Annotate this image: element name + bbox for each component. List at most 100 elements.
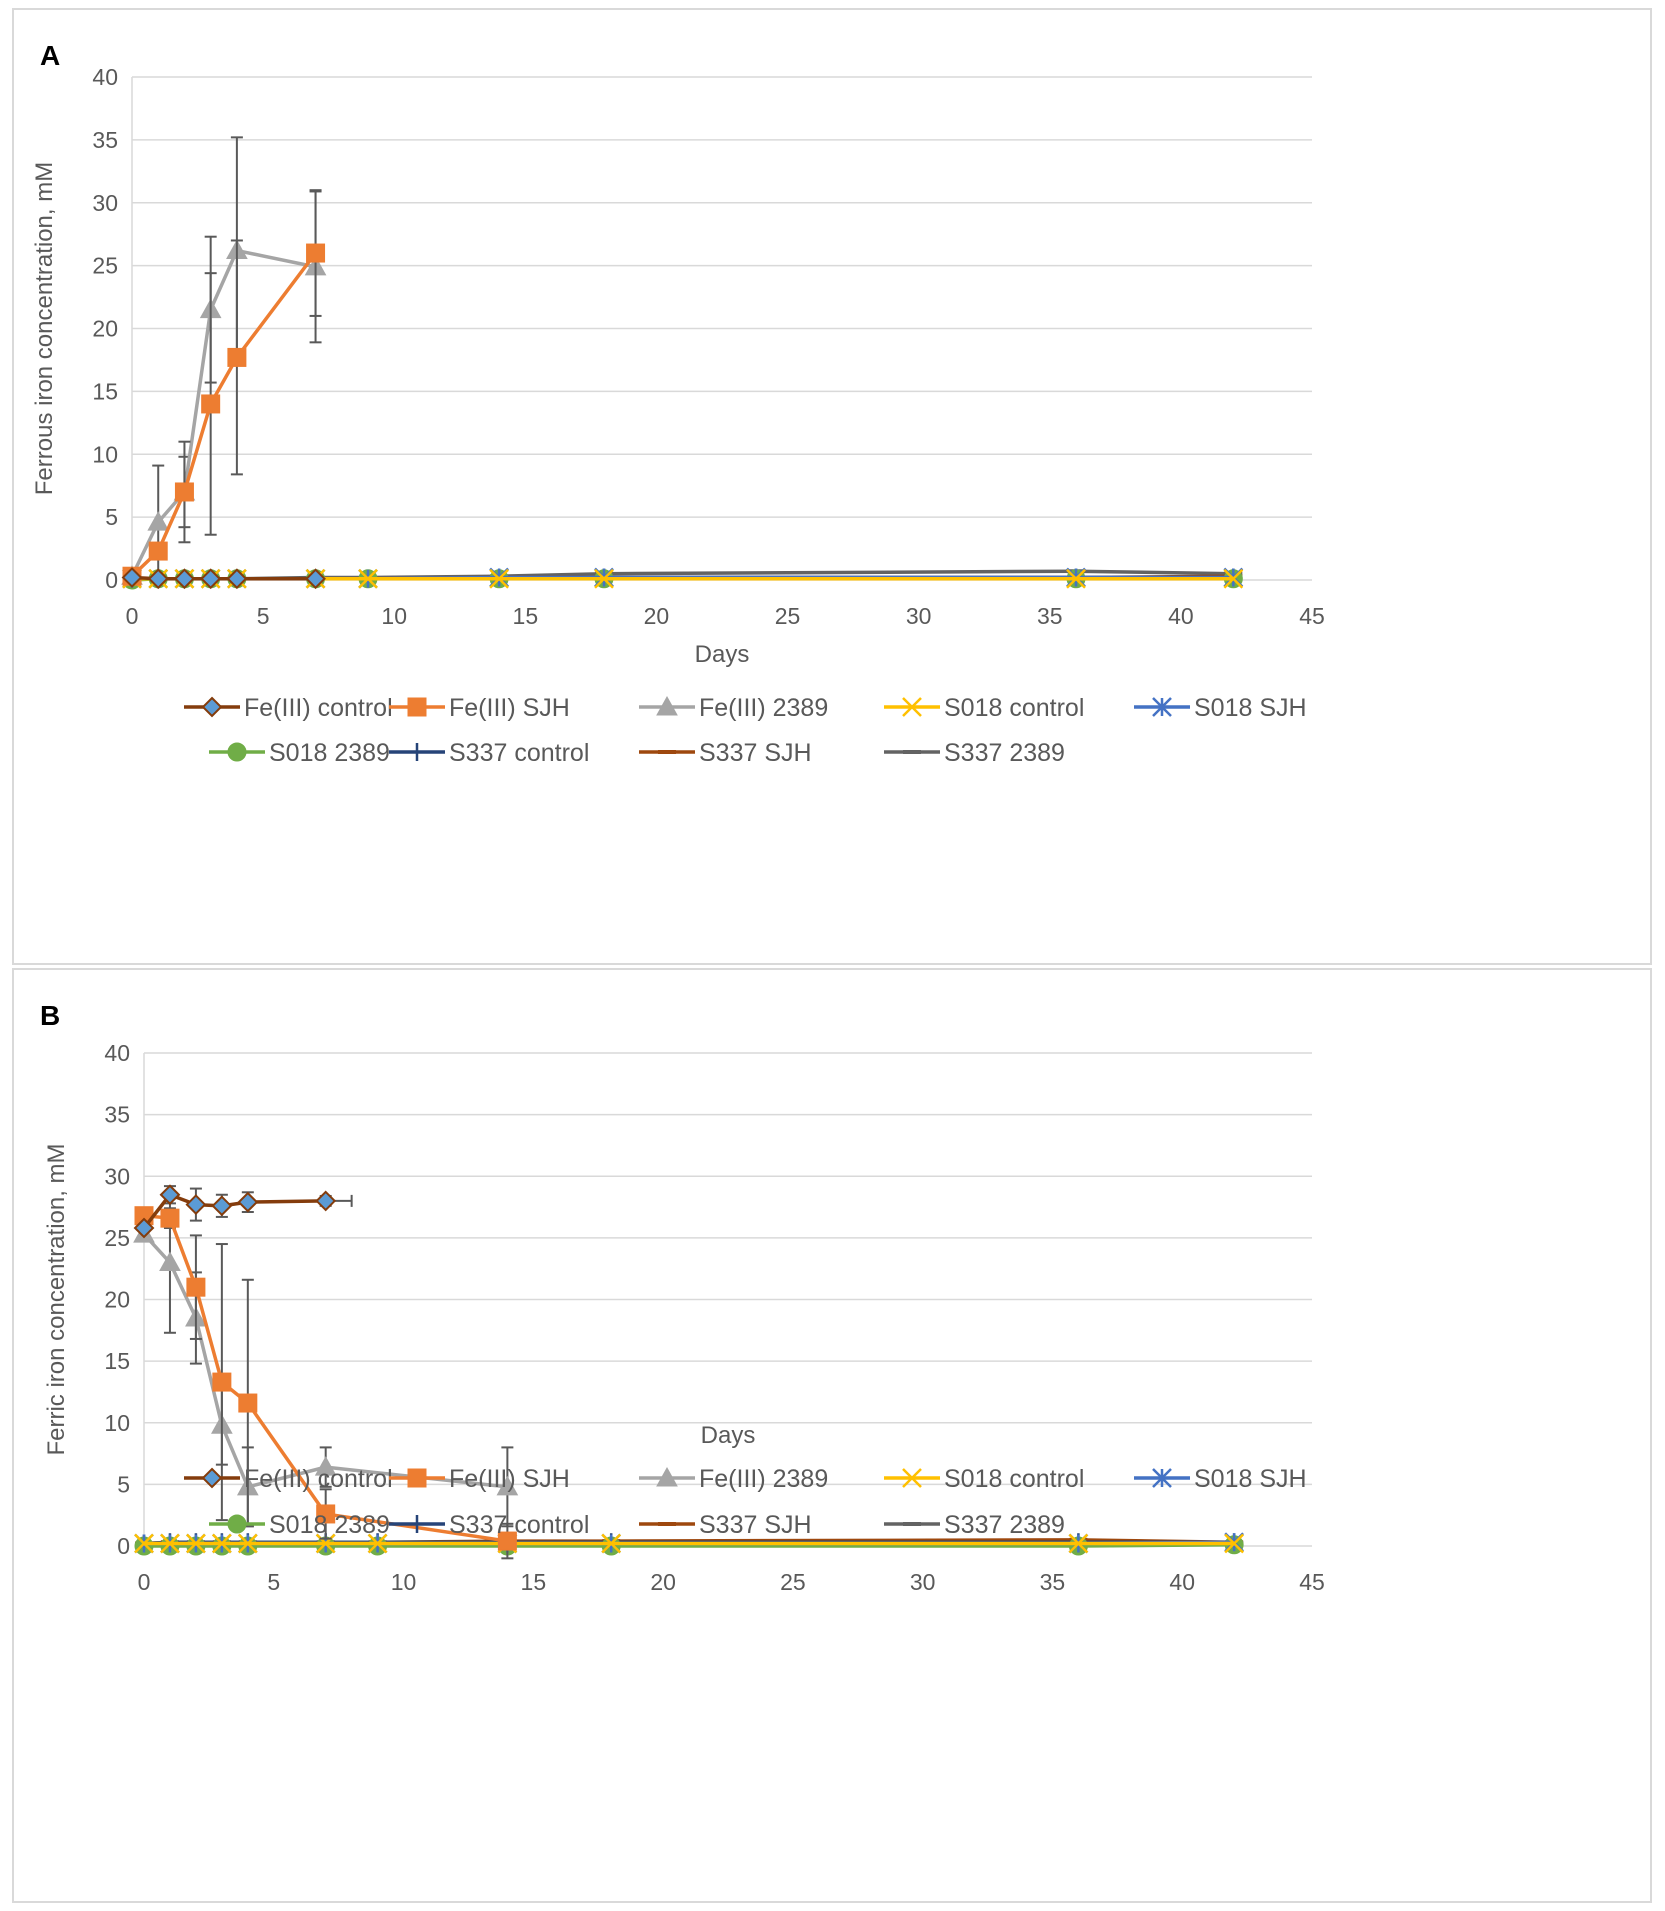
data-point	[1068, 1533, 1089, 1554]
x-tick-label: 15	[513, 603, 539, 629]
x-tick-label: 0	[138, 1569, 151, 1595]
data-point	[496, 1475, 519, 1496]
x-tick-label: 25	[775, 603, 801, 629]
y-tick-label: 10	[92, 441, 118, 467]
legend-marker	[407, 1468, 427, 1488]
data-point	[147, 511, 170, 531]
x-tick-label: 5	[267, 1569, 280, 1595]
y-tick-label: 25	[92, 253, 118, 279]
data-point	[497, 1531, 517, 1551]
legend-item: Fe(III) control	[184, 694, 393, 722]
data-point	[314, 1456, 337, 1476]
legend-marker	[656, 695, 678, 716]
data-point	[160, 1533, 180, 1554]
x-tick-label: 35	[1040, 1569, 1066, 1595]
data-point	[159, 1184, 181, 1206]
data-point	[237, 1533, 258, 1554]
series-fe-iii-control	[133, 1184, 353, 1239]
y-tick-label: 0	[117, 1533, 130, 1559]
legend-item: S018 2389	[209, 1511, 390, 1539]
series-line	[130, 248, 316, 577]
series-fe-iii-sjh	[134, 1206, 517, 1560]
legend-item: S337 2389	[884, 739, 1065, 767]
legend-label: S337 SJH	[699, 739, 812, 767]
data-point	[489, 568, 509, 589]
chart-panel-a: A 0 5 10 15 20 25 30 35 40 0 5 10 15 20 25 30 35 40 45 Days…	[12, 8, 1652, 965]
y-tick-label: 30	[92, 190, 118, 216]
data-point	[186, 1277, 206, 1297]
panel-label: B	[40, 1000, 61, 1031]
data-point	[186, 1533, 206, 1554]
x-tick-label: 30	[910, 1569, 936, 1595]
legend-marker	[227, 1514, 247, 1534]
data-point	[358, 568, 378, 589]
x-tick-label: 40	[1168, 603, 1194, 629]
data-point	[315, 1533, 336, 1554]
data-point	[159, 1251, 181, 1272]
data-point	[227, 347, 247, 367]
y-tick-label: 15	[104, 1348, 130, 1374]
x-tick-label: 35	[1037, 603, 1063, 629]
data-point	[160, 1208, 180, 1228]
legend-label: Fe(III) control	[244, 1465, 393, 1493]
series-fe-iii-control	[121, 567, 326, 590]
data-point	[594, 568, 614, 589]
x-tick-label: 25	[780, 1569, 806, 1595]
legend-marker	[407, 697, 427, 717]
legend-marker	[1152, 697, 1172, 717]
data-point	[211, 1195, 233, 1217]
data-point	[1224, 1533, 1245, 1554]
data-point	[316, 1504, 336, 1524]
x-tick-label: 10	[391, 1569, 417, 1595]
data-point	[148, 541, 168, 561]
x-tick-label: 15	[521, 1569, 547, 1595]
data-point	[1066, 568, 1086, 589]
data-point	[212, 1372, 232, 1392]
y-tick-label: 20	[104, 1287, 130, 1313]
legend-label: S018 2389	[269, 1511, 390, 1539]
legend-label: S018 SJH	[1194, 1465, 1307, 1493]
x-tick-label: 45	[1299, 603, 1325, 629]
legend-label: Fe(III) 2389	[699, 1465, 828, 1493]
legend-marker	[902, 1468, 922, 1488]
data-point	[133, 1217, 155, 1239]
legend-marker	[227, 742, 247, 762]
x-tick-label: 0	[126, 603, 139, 629]
y-tick-label: 30	[104, 1163, 130, 1189]
y-tick-label: 40	[104, 1040, 130, 1066]
legend-label: S337 2389	[944, 739, 1065, 767]
legend-label: S337 control	[449, 739, 589, 767]
data-point	[305, 568, 326, 590]
x-tick-label: 45	[1299, 1569, 1325, 1595]
legend-label: S018 control	[944, 694, 1084, 722]
legend-marker	[1152, 1468, 1172, 1488]
y-tick-label: 15	[92, 378, 118, 404]
y-tick-label: 35	[104, 1102, 130, 1128]
legend-item: S018 control	[884, 1465, 1084, 1493]
legend-item: S337 2389	[884, 1511, 1065, 1539]
panel-label: A	[40, 40, 61, 71]
legend-item: S337 control	[389, 1511, 589, 1539]
data-point	[174, 482, 194, 502]
legend-label: S337 SJH	[699, 1511, 812, 1539]
legend-label: Fe(III) 2389	[699, 694, 828, 722]
legend-marker	[408, 743, 426, 761]
data-point	[200, 568, 222, 590]
x-tick-label: 10	[381, 603, 407, 629]
legend-marker	[902, 697, 922, 717]
data-point	[147, 568, 169, 590]
legend-label: Fe(III) control	[244, 694, 393, 722]
x-axis-title: Days	[701, 1422, 756, 1449]
legend-label: Fe(III) SJH	[449, 694, 570, 722]
legend-item: Fe(III) 2389	[639, 1465, 828, 1493]
y-tick-label: 10	[104, 1410, 130, 1436]
y-axis-title: Ferrous iron concentration, mM	[31, 162, 58, 495]
chart-panel-b: B 0 5 10 15 20 25 30 35 40 0 5 10 15 20 25 30 35 40 45 Days…	[12, 968, 1652, 1903]
legend-label: Fe(III) SJH	[449, 1465, 570, 1493]
x-tick-label: 20	[644, 603, 670, 629]
legend-item: S018 SJH	[1134, 1465, 1307, 1493]
data-point	[201, 394, 221, 414]
x-tick-label: 40	[1169, 1569, 1195, 1595]
data-point	[185, 1194, 207, 1216]
data-point	[367, 1533, 388, 1554]
